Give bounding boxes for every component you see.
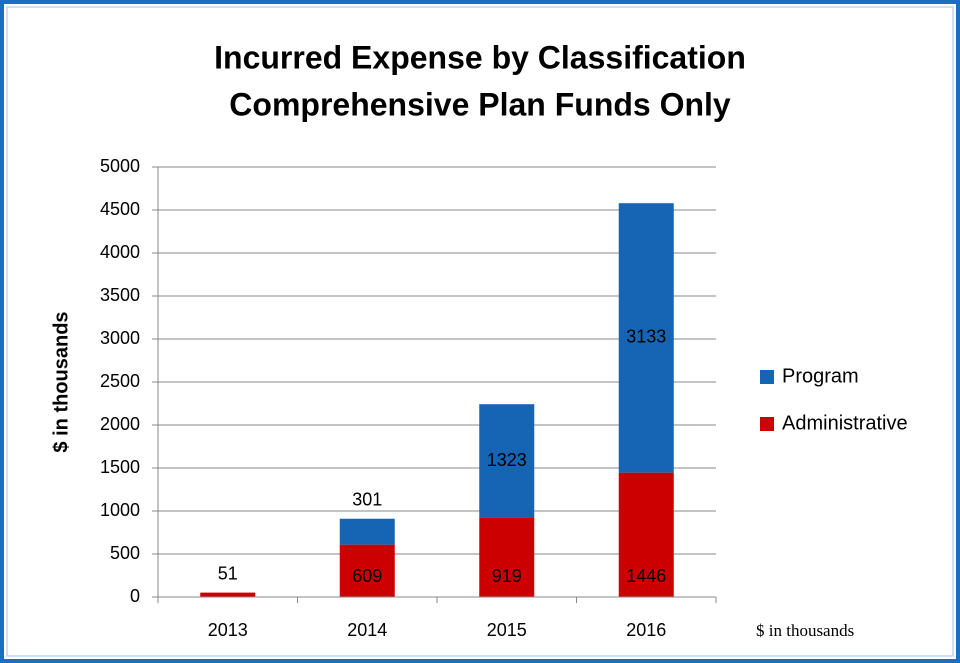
chart-subtitle: Comprehensive Plan Funds Only [229, 86, 731, 122]
y-tick-label: 0 [130, 586, 140, 606]
note: $ in thousands [756, 621, 854, 640]
x-tick-label: 2016 [626, 620, 666, 640]
y-tick-label: 1000 [100, 500, 140, 520]
data-label: 1323 [487, 450, 527, 470]
bar-segment [618, 472, 674, 597]
bar-segment [479, 517, 535, 597]
legend-swatch [760, 417, 774, 431]
inner-frame [6, 6, 954, 657]
bar-segment [618, 203, 674, 473]
y-tick-label: 5000 [100, 156, 140, 176]
bar-segment [339, 518, 395, 545]
legend-swatch [760, 370, 774, 384]
y-tick-label: 3000 [100, 328, 140, 348]
data-label: 301 [352, 489, 382, 509]
data-label: 919 [492, 566, 522, 586]
data-label: 609 [352, 566, 382, 586]
y-axis-label: $ in thousands [50, 311, 72, 452]
y-tick-label: 2000 [100, 414, 140, 434]
y-tick-label: 2500 [100, 371, 140, 391]
y-tick-label: 4500 [100, 199, 140, 219]
data-label: 3133 [626, 327, 666, 347]
bar-segment [479, 404, 535, 518]
legend-label: Administrative [782, 412, 908, 434]
x-tick-label: 2015 [487, 620, 527, 640]
x-tick-label: 2013 [208, 620, 248, 640]
x-tick-label: 2014 [347, 620, 387, 640]
bar-segment [200, 592, 256, 597]
y-tick-label: 500 [110, 543, 140, 563]
y-tick-label: 1500 [100, 457, 140, 477]
legend-label: Program [782, 365, 859, 387]
bar-segment [339, 544, 395, 597]
chart-title: Incurred Expense by Classification [214, 39, 746, 75]
data-label: 51 [218, 563, 238, 583]
data-label: 1446 [626, 566, 666, 586]
y-tick-label: 4000 [100, 242, 140, 262]
y-tick-label: 3500 [100, 285, 140, 305]
